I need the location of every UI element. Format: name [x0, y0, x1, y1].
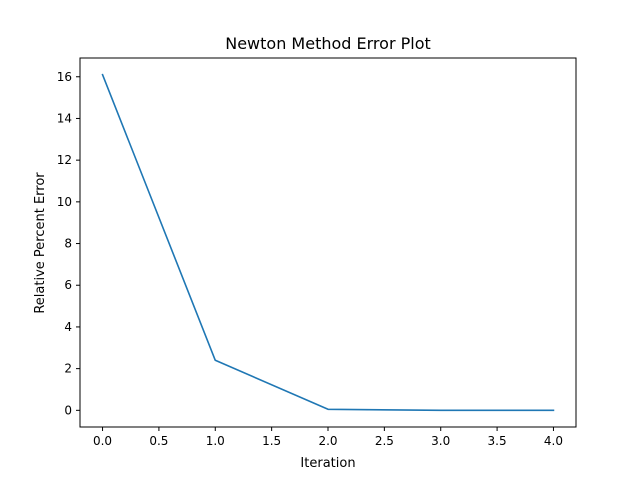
y-axis-label: Relative Percent Error [33, 172, 48, 314]
x-tick-label: 4.0 [544, 434, 563, 448]
x-tick-label: 3.0 [431, 434, 450, 448]
x-axis-label: Iteration [300, 456, 355, 471]
y-tick-label: 14 [57, 111, 72, 125]
y-tick-label: 2 [64, 362, 72, 376]
plot-area: 0.0 0.5 1.0 1.5 2.0 2.5 3.0 3.5 4.0 0 2 4 6 8 10 12 14 16 [57, 57, 577, 448]
y-tick-label: 16 [57, 70, 72, 84]
x-tick-label: 0.0 [93, 434, 112, 448]
x-tick-label: 2.0 [318, 434, 337, 448]
x-tick-label: 1.5 [262, 434, 281, 448]
x-tick-label: 1.0 [206, 434, 225, 448]
x-tick-label: 2.5 [375, 434, 394, 448]
y-tick-label: 8 [64, 237, 72, 251]
x-tick-label: 3.5 [488, 434, 507, 448]
y-tick-label: 6 [64, 278, 72, 292]
x-tick-label: 0.5 [149, 434, 168, 448]
series-line-0 [101, 73, 555, 412]
y-tick-label: 0 [64, 403, 72, 417]
chart-title: Newton Method Error Plot [225, 34, 431, 53]
plot-frame [79, 57, 577, 428]
y-tick-label: 10 [57, 195, 72, 209]
y-tick-label: 4 [64, 320, 72, 334]
y-tick-label: 12 [57, 153, 72, 167]
